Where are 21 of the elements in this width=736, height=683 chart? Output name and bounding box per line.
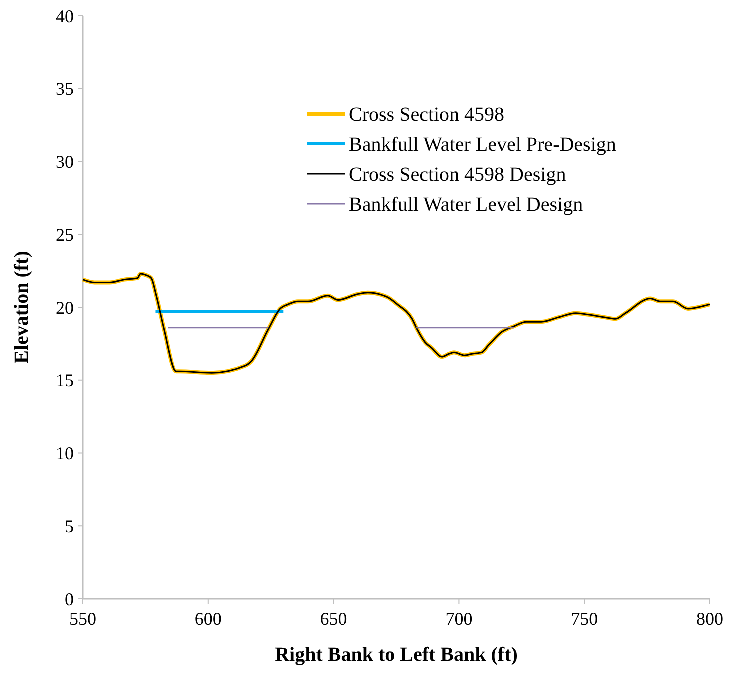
- x-axis-title: Right Bank to Left Bank (ft): [275, 644, 518, 666]
- y-tick-label: 20: [56, 298, 74, 318]
- y-axis-title: Elevation (ft): [11, 251, 33, 364]
- y-tick-label: 0: [65, 589, 74, 610]
- y-tick-label: 5: [65, 516, 74, 536]
- y-tick-label: 15: [56, 370, 74, 391]
- y-tick-label: 35: [56, 79, 74, 100]
- legend-label: Bankfull Water Level Design: [349, 194, 584, 216]
- x-tick-label: 750: [571, 609, 598, 629]
- y-tick-label: 10: [56, 444, 74, 464]
- legend-label: Bankfull Water Level Pre-Design: [349, 134, 616, 156]
- y-tick-label: 25: [56, 224, 74, 245]
- x-tick-label: 800: [696, 609, 724, 629]
- legend-label: Cross Section 4598: [349, 104, 505, 126]
- legend-label: Cross Section 4598 Design: [349, 164, 566, 186]
- x-tick-label: 700: [446, 609, 473, 629]
- x-tick-label: 600: [194, 609, 222, 629]
- y-tick-label: 30: [56, 152, 74, 172]
- x-tick-label: 550: [70, 609, 96, 629]
- x-tick-label: 650: [320, 609, 348, 629]
- y-tick-label: 40: [56, 6, 74, 26]
